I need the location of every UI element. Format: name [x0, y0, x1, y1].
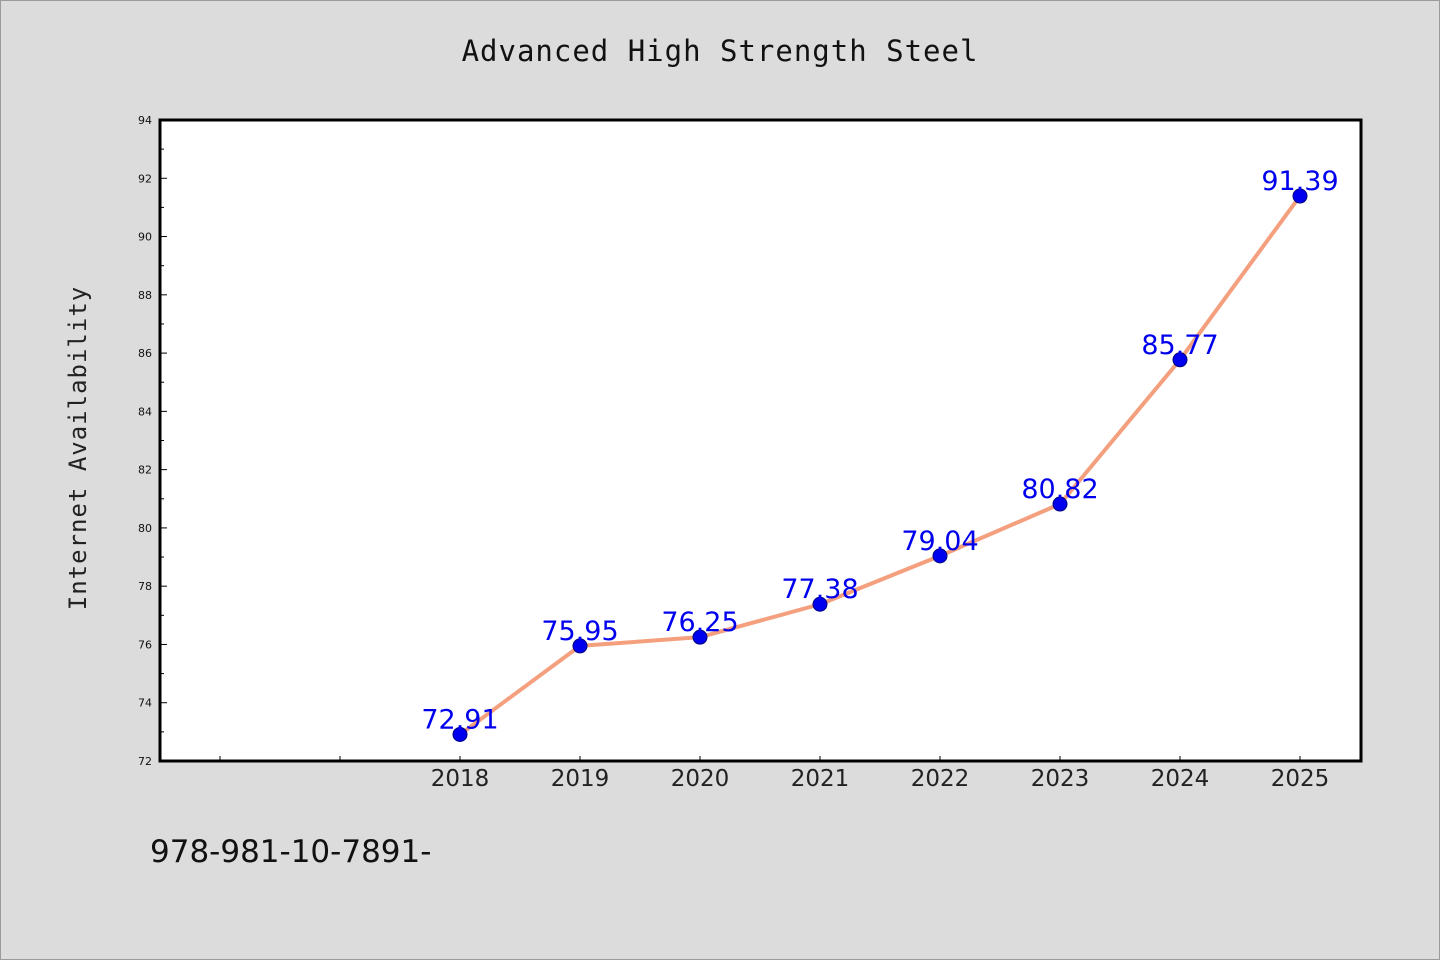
data-point — [812, 596, 828, 612]
series-group — [452, 188, 1308, 742]
x-tick-label: 2021 — [791, 766, 850, 792]
x-axis: 2018 2019 2020 2021 2022 2023 2024 2025 — [219, 756, 1330, 792]
chart-title: Advanced High Strength Steel — [461, 34, 979, 68]
y-tick-label: 72 — [138, 755, 152, 768]
y-tick-label: 84 — [138, 405, 152, 418]
footnote: 978-981-10-7891- — [150, 834, 432, 870]
y-tick-label: 92 — [138, 172, 152, 185]
data-point — [572, 638, 588, 654]
x-tick-label: 2024 — [1151, 766, 1210, 792]
y-axis: 72 74 76 78 80 82 84 86 88 90 92 94 — [138, 114, 167, 768]
y-tick-label: 78 — [138, 580, 152, 593]
y-tick-label: 82 — [138, 464, 152, 477]
series-line — [458, 194, 1302, 737]
x-tick-label: 2022 — [911, 766, 970, 792]
data-label: 72.91 — [421, 704, 498, 735]
data-point — [1172, 352, 1188, 368]
x-tick-label: 2025 — [1271, 766, 1330, 792]
data-label: 79.04 — [901, 526, 978, 557]
data-label: 76.25 — [661, 607, 738, 638]
data-label: 91.39 — [1261, 166, 1338, 197]
plot-area — [160, 120, 1361, 761]
data-label: 75.95 — [541, 616, 618, 647]
plot-border — [158, 118, 1363, 763]
y-tick-label: 94 — [138, 114, 152, 127]
data-point — [1052, 496, 1068, 512]
data-point — [932, 548, 948, 564]
data-labels: 72.91 75.95 76.25 77.38 79.04 80.82 85.77 91.39 — [421, 166, 1338, 735]
y-tick-label: 90 — [138, 231, 152, 244]
data-label: 77.38 — [781, 574, 858, 605]
data-label: 80.82 — [1021, 474, 1098, 505]
data-point — [1292, 188, 1308, 204]
y-tick-label: 74 — [138, 697, 152, 710]
y-tick-label: 88 — [138, 289, 152, 302]
data-point — [452, 726, 468, 742]
y-tick-label: 76 — [138, 638, 152, 651]
x-tick-label: 2018 — [431, 766, 490, 792]
x-tick-label: 2023 — [1031, 766, 1090, 792]
data-point — [692, 629, 708, 645]
x-tick-label: 2020 — [671, 766, 730, 792]
data-label: 85.77 — [1141, 330, 1218, 361]
y-tick-label: 80 — [138, 522, 152, 535]
x-tick-label: 2019 — [551, 766, 610, 792]
y-tick-label: 86 — [138, 347, 152, 360]
